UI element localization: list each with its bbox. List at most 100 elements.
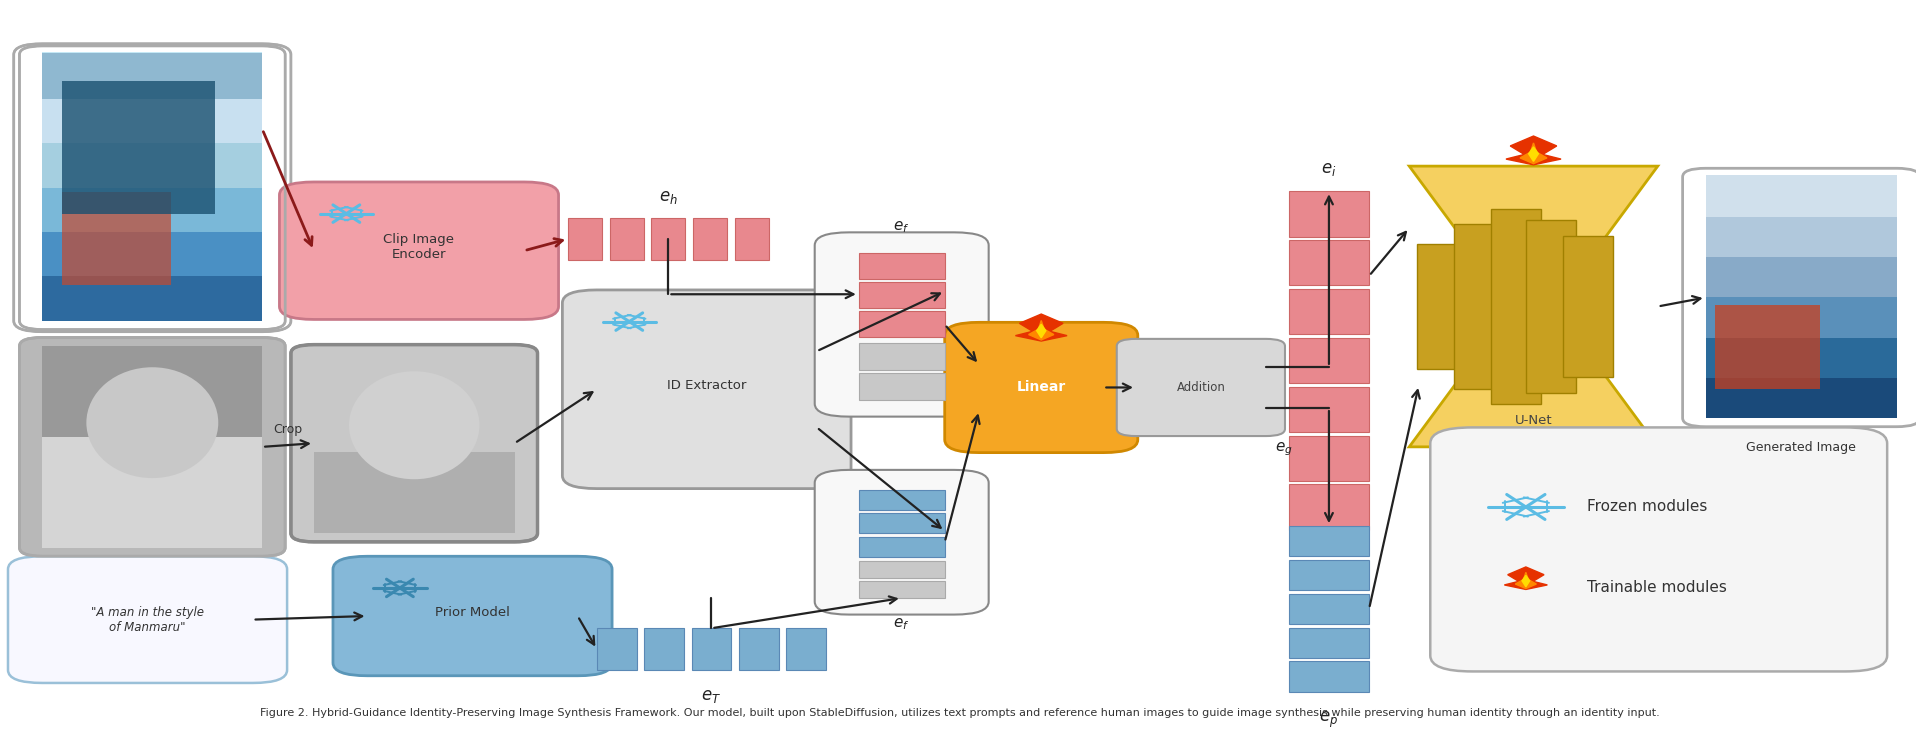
Bar — [42, 97, 263, 143]
Bar — [1705, 255, 1897, 298]
Text: $e_T$: $e_T$ — [701, 688, 722, 705]
Polygon shape — [1523, 576, 1530, 587]
Bar — [1705, 296, 1897, 338]
Bar — [858, 282, 945, 307]
Bar — [693, 218, 728, 259]
Bar — [42, 437, 263, 548]
Polygon shape — [1505, 567, 1548, 590]
FancyBboxPatch shape — [1430, 427, 1887, 671]
Polygon shape — [1029, 321, 1054, 340]
Bar — [691, 628, 732, 670]
Bar — [1417, 243, 1467, 369]
Text: ID Extractor: ID Extractor — [666, 379, 747, 392]
Bar — [42, 53, 263, 99]
Bar — [42, 142, 263, 188]
Bar — [858, 513, 945, 534]
Text: U-Net: U-Net — [1515, 413, 1551, 427]
Bar — [1288, 289, 1369, 335]
Bar — [42, 251, 263, 321]
Polygon shape — [1515, 573, 1536, 589]
FancyBboxPatch shape — [1117, 339, 1284, 436]
Text: "A man in the style
of Manmaru": "A man in the style of Manmaru" — [90, 606, 204, 634]
Text: Trainable modules: Trainable modules — [1588, 580, 1726, 595]
Bar — [1288, 192, 1369, 237]
Polygon shape — [1409, 166, 1657, 447]
FancyBboxPatch shape — [19, 338, 286, 556]
Bar — [1288, 484, 1369, 530]
FancyBboxPatch shape — [945, 322, 1139, 453]
Text: $e_h$: $e_h$ — [659, 189, 678, 206]
Ellipse shape — [86, 367, 219, 478]
Bar — [858, 490, 945, 510]
Bar — [1526, 220, 1576, 393]
Polygon shape — [1521, 143, 1548, 164]
Bar — [568, 218, 603, 259]
Bar — [1453, 224, 1503, 389]
Text: $e_i$: $e_i$ — [1321, 161, 1336, 178]
Bar — [1563, 237, 1613, 377]
FancyBboxPatch shape — [814, 470, 989, 615]
Bar — [61, 192, 171, 285]
Text: Clip Image
Encoder: Clip Image Encoder — [384, 233, 455, 261]
FancyBboxPatch shape — [814, 232, 989, 416]
Text: Generated Image: Generated Image — [1745, 441, 1857, 454]
Bar — [1715, 305, 1820, 389]
Text: $e_f$: $e_f$ — [893, 219, 910, 234]
Bar — [42, 119, 263, 188]
Bar — [1288, 627, 1369, 657]
Polygon shape — [1528, 147, 1538, 161]
FancyBboxPatch shape — [563, 290, 851, 489]
Bar — [42, 346, 263, 437]
Text: Crop: Crop — [273, 423, 303, 436]
Bar — [1705, 335, 1897, 378]
Bar — [858, 537, 945, 556]
Bar — [42, 185, 263, 254]
Bar — [651, 218, 685, 259]
Bar — [1288, 594, 1369, 624]
Ellipse shape — [349, 371, 480, 479]
Bar — [858, 343, 945, 369]
Text: Prior Model: Prior Model — [436, 606, 511, 619]
Bar — [1288, 436, 1369, 481]
Bar — [645, 628, 684, 670]
Bar — [858, 581, 945, 598]
Text: Addition: Addition — [1177, 381, 1225, 394]
Bar — [1492, 209, 1542, 404]
Text: $e_g$: $e_g$ — [1275, 440, 1294, 458]
Bar — [858, 561, 945, 578]
Bar — [313, 453, 515, 534]
Bar — [1288, 661, 1369, 691]
Bar — [42, 231, 263, 276]
Bar — [61, 81, 215, 214]
FancyBboxPatch shape — [332, 556, 612, 676]
Polygon shape — [1505, 136, 1561, 165]
Bar — [858, 254, 945, 279]
Bar — [1705, 215, 1897, 257]
Text: Figure 2. Hybrid-Guidance Identity-Preserving Image Synthesis Framework. Our mod: Figure 2. Hybrid-Guidance Identity-Prese… — [259, 708, 1661, 719]
Bar — [42, 52, 263, 121]
Bar — [611, 218, 643, 259]
Bar — [1288, 526, 1369, 556]
Bar — [858, 373, 945, 400]
Bar — [1288, 387, 1369, 432]
Bar — [739, 628, 780, 670]
Bar — [858, 311, 945, 337]
Bar — [1705, 175, 1897, 217]
FancyBboxPatch shape — [292, 345, 538, 542]
FancyBboxPatch shape — [280, 182, 559, 319]
Text: $e_f$: $e_f$ — [893, 616, 910, 632]
Bar — [42, 275, 263, 321]
Text: $e_p$: $e_p$ — [1319, 710, 1338, 730]
Bar — [42, 186, 263, 232]
Text: Frozen modules: Frozen modules — [1588, 500, 1707, 514]
Text: Linear: Linear — [1016, 380, 1066, 394]
Bar — [1288, 560, 1369, 590]
Bar — [1288, 338, 1369, 383]
Polygon shape — [1016, 314, 1068, 341]
Polygon shape — [1037, 324, 1046, 338]
Bar — [1705, 376, 1897, 418]
Bar — [597, 628, 637, 670]
Bar — [787, 628, 826, 670]
Bar — [1288, 240, 1369, 285]
Bar — [735, 218, 768, 259]
